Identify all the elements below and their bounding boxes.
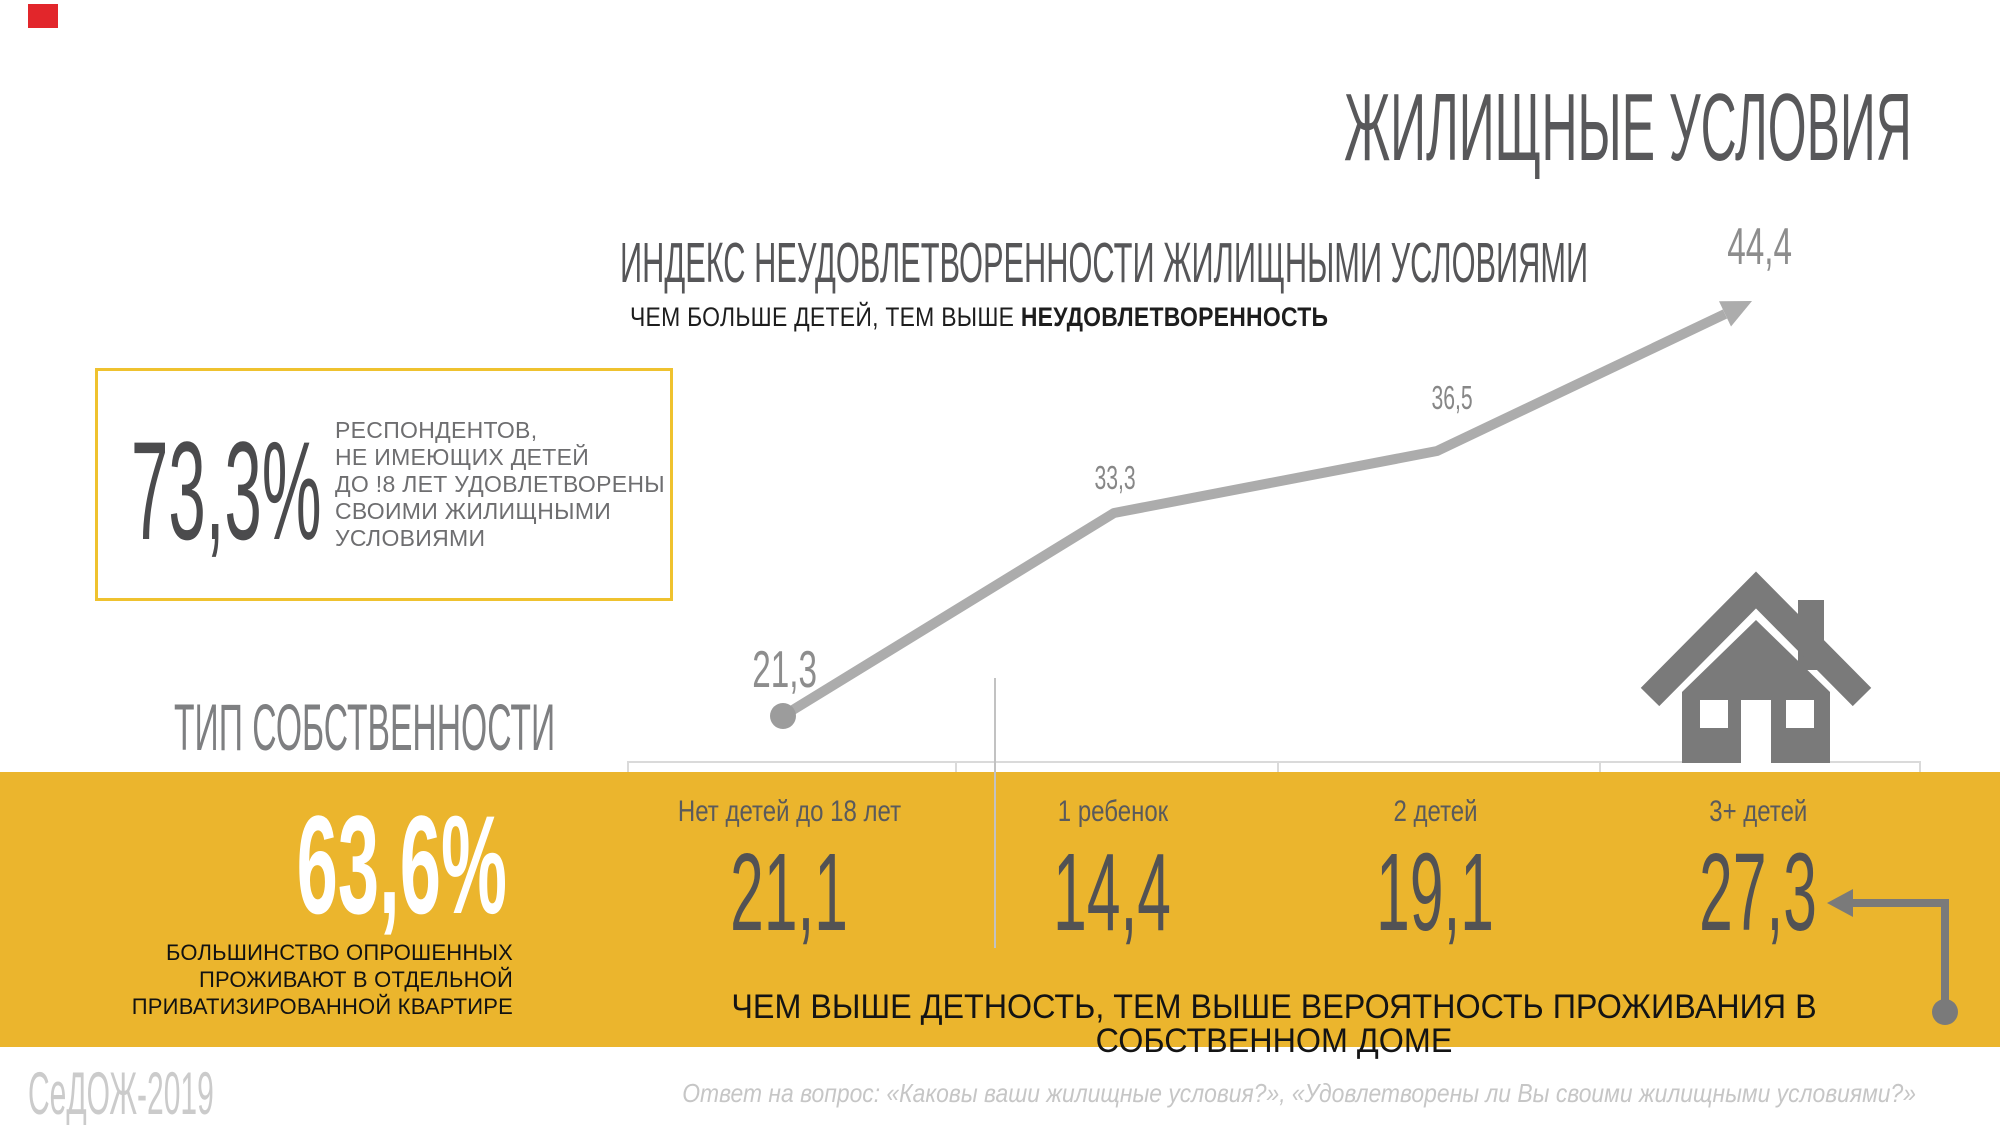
category-columns: Нет детей до 18 лет 21,1 1 ребенок 14,4 …: [628, 772, 1920, 1047]
ownership-caption: ЧЕМ ВЫШЕ ДЕТНОСТЬ, ТЕМ ВЫШЕ ВЕРОЯТНОСТЬ …: [731, 988, 1817, 1060]
stat-desc-line: СВОИМИ ЖИЛИЩНЫМИ: [335, 498, 612, 524]
satisfaction-stat-description: РЕСПОНДЕНТОВ, НЕ ИМЕЮЩИХ ДЕТЕЙ ДО !8 ЛЕТ…: [335, 417, 665, 552]
ownership-desc-line: БОЛЬШИНСТВО ОПРОШЕННЫХ: [166, 940, 513, 965]
satisfaction-stat-box: 73,3% РЕСПОНДЕНТОВ, НЕ ИМЕЮЩИХ ДЕТЕЙ ДО …: [95, 368, 673, 601]
red-corner-mark: [28, 4, 58, 28]
source-note: Ответ на вопрос: «Каковы ваши жилищные у…: [682, 1078, 1916, 1108]
ownership-stat: 63,6% БОЛЬШИНСТВО ОПРОШЕННЫХ ПРОЖИВАЮТ В…: [0, 772, 513, 1047]
category-axis: [627, 761, 1921, 772]
category-label: Нет детей до 18 лет: [677, 795, 902, 828]
data-point-label-no-children: 21,3: [752, 641, 818, 699]
satisfaction-stat-value: 73,3%: [131, 412, 322, 569]
stat-desc-line: ДО !8 ЛЕТ УДОВЛЕТВОРЕНЫ: [335, 471, 665, 497]
category-value: 27,3: [1699, 831, 1818, 954]
stat-desc-line: УСЛОВИЯМИ: [335, 525, 486, 551]
data-point-label-two-children: 36,5: [1431, 379, 1473, 416]
category-label: 1 ребенок: [1057, 795, 1168, 828]
category-value: 19,1: [1376, 831, 1495, 954]
category-column-no-children: Нет детей до 18 лет 21,1: [628, 772, 951, 1047]
ownership-desc-line: ПРОЖИВАЮТ В ОТДЕЛЬНОЙ: [199, 967, 513, 992]
category-label: 3+ детей: [1709, 795, 1808, 828]
house-icon: [1640, 571, 1872, 763]
watermark: СеДОЖ-2019: [28, 1060, 214, 1125]
category-label: 2 детей: [1393, 795, 1478, 828]
chart-subtitle-text: ЧЕМ БОЛЬШЕ ДЕТЕЙ, ТЕМ ВЫШЕ: [630, 302, 1021, 332]
chart-subtitle-emphasis: НЕУДОВЛЕТВОРЕННОСТЬ: [1020, 302, 1329, 332]
trend-start-dot: [770, 703, 796, 729]
chart-subtitle: ЧЕМ БОЛЬШЕ ДЕТЕЙ, ТЕМ ВЫШЕ НЕУДОВЛЕТВОРЕ…: [630, 302, 1329, 333]
ownership-band: 63,6% БОЛЬШИНСТВО ОПРОШЕННЫХ ПРОЖИВАЮТ В…: [0, 772, 2000, 1058]
category-column-two-children: 2 детей 19,1: [1274, 772, 1597, 1047]
ownership-section-title: ТИП СОБСТВЕННОСТИ: [174, 690, 556, 764]
category-column-one-child: 1 ребенок 14,4: [951, 772, 1274, 1047]
stat-desc-line: НЕ ИМЕЮЩИХ ДЕТЕЙ: [335, 444, 590, 470]
ownership-stat-value: 63,6%: [296, 786, 507, 943]
data-point-label-one-child: 33,3: [1094, 459, 1136, 496]
stat-desc-line: РЕСПОНДЕНТОВ,: [335, 417, 538, 443]
chart-title: ИНДЕКС НЕУДОВЛЕТВОРЕННОСТИ ЖИЛИЩНЫМИ УСЛ…: [620, 231, 1589, 295]
data-point-label-three-plus: 44,4: [1727, 218, 1793, 276]
category-column-three-plus: 3+ детей 27,3: [1597, 772, 1920, 1047]
page-title: ЖИЛИЩНЫЕ УСЛОВИЯ: [1344, 74, 1912, 181]
category-value: 14,4: [1053, 831, 1172, 954]
ownership-desc-line: ПРИВАТИЗИРОВАННОЙ КВАРТИРЕ: [131, 994, 513, 1019]
trend-arrow-icon: [1719, 301, 1752, 327]
ownership-stat-description: БОЛЬШИНСТВО ОПРОШЕННЫХ ПРОЖИВАЮТ В ОТДЕЛ…: [0, 939, 513, 1020]
category-value: 21,1: [730, 831, 849, 954]
